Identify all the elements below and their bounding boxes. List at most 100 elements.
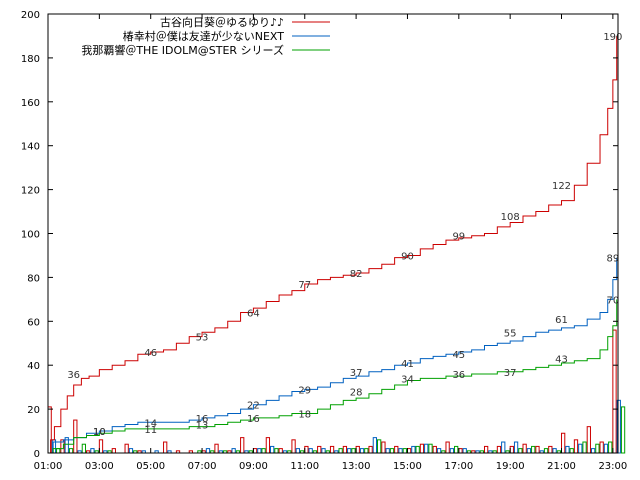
- y-tick-label: 200: [21, 10, 40, 21]
- data-label: 122: [552, 181, 571, 192]
- y-tick-label: 140: [21, 142, 40, 153]
- histogram-bar: [364, 448, 369, 454]
- histogram-bar: [205, 448, 211, 454]
- histogram-bar: [612, 329, 617, 454]
- y-tick-label: 180: [21, 54, 40, 65]
- series-line: [48, 35, 618, 454]
- data-label: 61: [555, 315, 568, 326]
- x-tick-label: 01:00: [34, 461, 63, 472]
- y-tick-label: 120: [21, 186, 40, 197]
- histogram-bar: [73, 419, 78, 454]
- histogram-bar: [398, 448, 403, 454]
- histogram-bar: [359, 448, 365, 454]
- data-label: 18: [298, 409, 311, 420]
- plot-frame: [47, 13, 619, 454]
- x-tick-label: 13:00: [342, 461, 371, 472]
- histogram-bar: [573, 439, 579, 454]
- data-label: 82: [350, 269, 363, 280]
- histogram-bar: [582, 441, 587, 454]
- histogram-bar: [432, 445, 437, 454]
- legend-label: 椿幸村＠僕は友達が少ないNEXT: [123, 29, 285, 43]
- histogram-bar: [240, 437, 245, 454]
- histogram-bar: [522, 443, 527, 454]
- histogram-bar: [163, 441, 168, 454]
- x-tick-label: 03:00: [85, 461, 114, 472]
- data-label: 29: [298, 385, 311, 396]
- histogram-bar: [214, 443, 219, 454]
- histogram-bar: [548, 445, 553, 454]
- histogram-bar: [586, 426, 591, 454]
- x-tick-label: 11:00: [290, 461, 319, 472]
- histogram-bar: [265, 437, 271, 454]
- data-label: 55: [504, 328, 517, 339]
- histogram-bar: [415, 445, 420, 454]
- data-label: 37: [504, 368, 517, 379]
- histogram-bar: [526, 448, 532, 454]
- histogram-bar: [531, 445, 536, 454]
- data-label: 43: [555, 355, 568, 366]
- series-line: [48, 299, 618, 454]
- histogram-bar: [411, 445, 416, 454]
- data-label: 13: [196, 420, 209, 431]
- x-tick-label: 07:00: [188, 461, 217, 472]
- data-label: 89: [606, 254, 619, 265]
- histogram-bar: [462, 448, 467, 454]
- histogram-bar: [111, 448, 116, 454]
- histogram-bar: [124, 443, 129, 454]
- histogram-bar: [261, 448, 266, 454]
- histogram-bar: [543, 448, 549, 454]
- histogram-bar: [368, 445, 373, 454]
- histogram-bar: [518, 448, 523, 454]
- data-label: 190: [603, 32, 622, 43]
- histogram-bar: [436, 448, 442, 454]
- histogram-bar: [428, 443, 433, 454]
- x-tick-label: 21:00: [547, 461, 576, 472]
- data-label: 70: [606, 295, 619, 306]
- histogram-bar: [389, 448, 395, 454]
- data-label: 108: [501, 212, 520, 223]
- histogram-bar: [274, 448, 279, 454]
- data-label: 36: [67, 370, 80, 381]
- histogram-bar: [424, 443, 429, 454]
- y-tick-label: 100: [21, 230, 40, 241]
- histogram-bar: [321, 448, 326, 454]
- histogram-bar: [496, 445, 502, 454]
- data-labels: 36 46 53 64 77 82 90 99 108 122 190 10 14 16 22 29 37 41 4…: [67, 32, 622, 438]
- x-tick-label: 05:00: [136, 461, 165, 472]
- x-tick-label: 15:00: [393, 461, 422, 472]
- histogram-bar: [329, 445, 335, 454]
- histogram-bar: [291, 439, 296, 454]
- x-tick-label: 17:00: [444, 461, 473, 472]
- data-label: 16: [196, 414, 209, 425]
- histogram-bar: [257, 448, 262, 454]
- data-label: 99: [452, 232, 465, 243]
- histogram-bar: [595, 443, 600, 454]
- histogram-bar: [231, 448, 236, 454]
- data-label: 64: [247, 309, 260, 320]
- histogram-bar: [342, 445, 348, 454]
- data-label: 10: [93, 427, 106, 438]
- x-tick-label: 23:00: [598, 461, 627, 472]
- histogram-bar: [590, 448, 596, 454]
- data-label: 10: [93, 427, 106, 438]
- histogram-bar: [308, 448, 313, 454]
- histogram-bar: [535, 445, 540, 454]
- histogram-bar: [385, 448, 390, 454]
- histogram-bar: [347, 448, 352, 454]
- data-label: 16: [247, 414, 260, 425]
- histogram-bar: [578, 443, 583, 454]
- histogram-bar: [552, 448, 557, 454]
- histogram-bar: [449, 448, 455, 454]
- histogram-bar: [616, 399, 621, 454]
- histogram-bar: [270, 445, 275, 454]
- y-tick-label: 80: [27, 273, 40, 284]
- data-label: 77: [298, 280, 311, 291]
- data-label: 14: [144, 418, 157, 429]
- histogram-bar: [81, 443, 87, 454]
- histogram-bar: [608, 441, 613, 454]
- histogram-bar: [278, 448, 283, 454]
- histogram-bar: [565, 445, 570, 454]
- legend-label: 我那覇響＠THE IDOLM@STER シリーズ: [81, 43, 284, 57]
- histogram-bar: [56, 448, 61, 454]
